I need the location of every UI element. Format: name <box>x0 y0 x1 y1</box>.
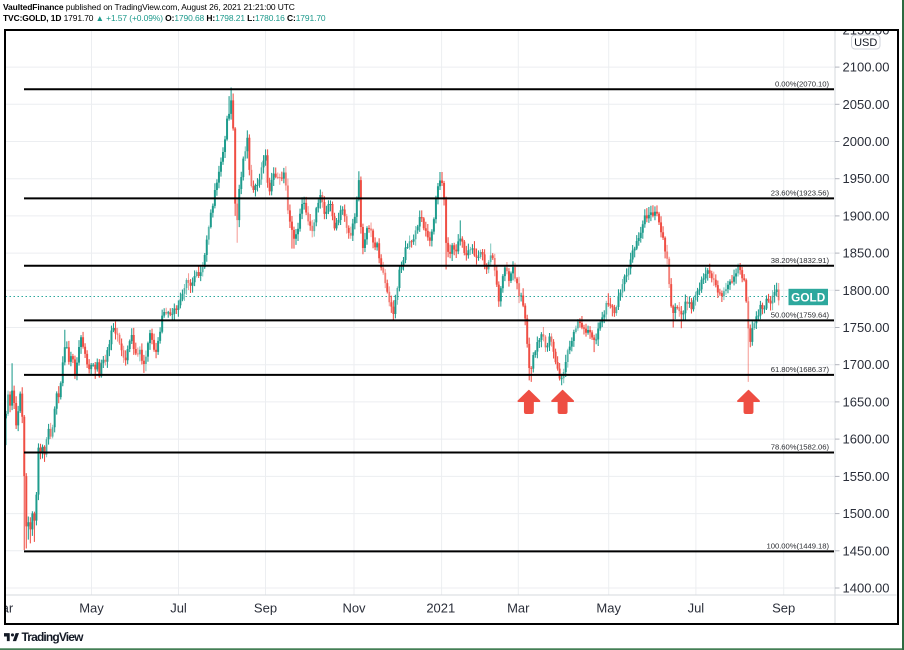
svg-text:1450.00: 1450.00 <box>843 543 890 558</box>
svg-text:1650.00: 1650.00 <box>843 394 890 409</box>
svg-text:Mar: Mar <box>507 600 530 615</box>
svg-text:Jul: Jul <box>688 600 705 615</box>
svg-text:1900.00: 1900.00 <box>843 208 890 223</box>
svg-text:1750.00: 1750.00 <box>843 320 890 335</box>
svg-text:2050.00: 2050.00 <box>843 96 890 111</box>
svg-text:1950.00: 1950.00 <box>843 171 890 186</box>
svg-text:1850.00: 1850.00 <box>843 245 890 260</box>
svg-text:2100.00: 2100.00 <box>843 59 890 74</box>
svg-text:2000.00: 2000.00 <box>843 134 890 149</box>
svg-text:1700.00: 1700.00 <box>843 357 890 372</box>
svg-text:1500.00: 1500.00 <box>843 506 890 521</box>
svg-text:2021: 2021 <box>426 600 455 615</box>
svg-text:USD: USD <box>854 36 877 48</box>
svg-text:Mar: Mar <box>6 600 14 615</box>
svg-text:50.00%(1759.64): 50.00%(1759.64) <box>771 310 830 319</box>
svg-text:May: May <box>79 600 104 615</box>
svg-text:1400.00: 1400.00 <box>843 580 890 595</box>
svg-text:1800.00: 1800.00 <box>843 282 890 297</box>
svg-text:1600.00: 1600.00 <box>843 431 890 446</box>
svg-text:23.60%(1923.56): 23.60%(1923.56) <box>771 188 830 197</box>
svg-text:Sep: Sep <box>772 600 795 615</box>
svg-text:Sep: Sep <box>254 600 277 615</box>
svg-text:78.60%(1582.06): 78.60%(1582.06) <box>771 442 830 451</box>
svg-text:1550.00: 1550.00 <box>843 468 890 483</box>
svg-text:100.00%(1449.18): 100.00%(1449.18) <box>767 541 830 550</box>
svg-text:38.20%(1832.91): 38.20%(1832.91) <box>771 255 830 264</box>
svg-text:0.00%(2070.10): 0.00%(2070.10) <box>775 79 829 88</box>
svg-text:May: May <box>596 600 621 615</box>
svg-text:61.80%(1686.37): 61.80%(1686.37) <box>771 364 830 373</box>
svg-text:GOLD: GOLD <box>791 290 826 304</box>
svg-text:Jul: Jul <box>170 600 187 615</box>
svg-text:Nov: Nov <box>342 600 366 615</box>
svg-text:2150.00: 2150.00 <box>843 31 890 37</box>
